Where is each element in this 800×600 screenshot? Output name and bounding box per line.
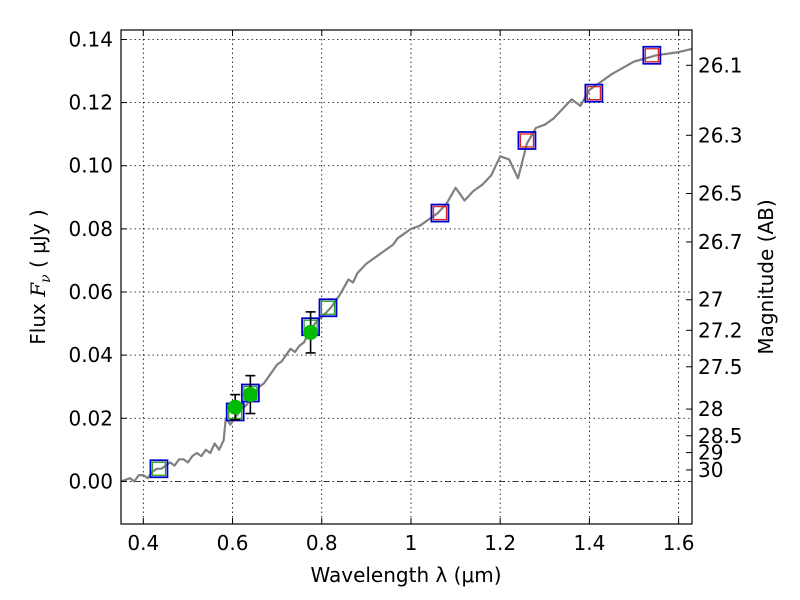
spectrum-layer [120, 47, 693, 483]
model-photometry-marker [151, 461, 167, 476]
magnitude-tick-label: 29 [698, 441, 723, 465]
markers-layer [149, 45, 662, 479]
band-marker [517, 131, 537, 150]
y-tick-label: 0.08 [68, 217, 113, 241]
band-marker [642, 45, 662, 65]
magnitude-tick-label: 30 [698, 458, 723, 482]
x-tick-label: 0.4 [127, 531, 159, 555]
plot-frame-bg [121, 30, 692, 524]
magnitude-tick-label: 27.2 [698, 318, 743, 342]
observed-flux-point [227, 399, 243, 415]
magnitude-tick-label: 26.5 [698, 182, 743, 206]
magnitude-tick-label: 28.5 [698, 424, 743, 448]
y-axis-ticks: 0.00 0.02 0.04 0.06 0.08 0.10 0.12 0.14 [68, 27, 127, 493]
x-axis-ticks: 0.4 0.6 0.8 1 1.2 1.4 1.6 [127, 30, 695, 555]
y-axis-title-units: ( μJy ) [26, 209, 50, 274]
y-tick-label: 0.14 [68, 27, 113, 51]
y-tick-label: 0.00 [68, 469, 113, 493]
y-axis-title: Flux Fν ( μJy ) [26, 209, 54, 344]
observed-flux-point [303, 324, 319, 340]
y-tick-label: 0.06 [68, 280, 113, 304]
x-tick-label: 0.6 [217, 531, 249, 555]
y2-axis-title: Magnitude (AB) [754, 199, 778, 354]
magnitude-tick-label: 26.7 [698, 230, 743, 254]
magnitude-tick-label: 28 [698, 397, 723, 421]
x-tick-label: 1.6 [663, 531, 695, 555]
band-marker [149, 459, 169, 479]
observed-flux-point [242, 387, 258, 403]
magnitude-tick-label: 27 [698, 288, 723, 312]
model-photometry-marker [644, 48, 660, 63]
model-photometry-marker [519, 133, 535, 148]
y-tick-label: 0.02 [68, 406, 113, 430]
x-tick-label: 1.4 [573, 531, 605, 555]
plot-frame [120, 29, 693, 525]
magnitude-tick-label: 26.1 [698, 53, 743, 77]
band-marker [430, 203, 450, 223]
x-tick-label: 0.8 [306, 531, 338, 555]
magnitude-tick-label: 27.5 [698, 355, 743, 379]
x-tick-label: 1.2 [484, 531, 516, 555]
model-photometry-marker [586, 85, 602, 101]
x-tick-label: 1 [405, 531, 418, 555]
y-tick-label: 0.04 [68, 343, 113, 367]
y-axis-title-prefix: Flux [26, 297, 50, 345]
y-tick-label: 0.12 [68, 91, 113, 115]
spectrum-line [120, 47, 693, 483]
model-photometry-marker [432, 205, 448, 221]
band-marker [584, 83, 604, 103]
magnitude-tick-label: 26.3 [698, 123, 743, 147]
band-marker [318, 298, 338, 318]
y-tick-label: 0.10 [68, 154, 113, 178]
y-axis-title-symbol: F [26, 282, 50, 298]
model-photometry-marker [320, 300, 336, 315]
x-axis-title: Wavelength λ (μm) [310, 563, 501, 587]
y-axis-title-subscript: ν [38, 274, 54, 283]
